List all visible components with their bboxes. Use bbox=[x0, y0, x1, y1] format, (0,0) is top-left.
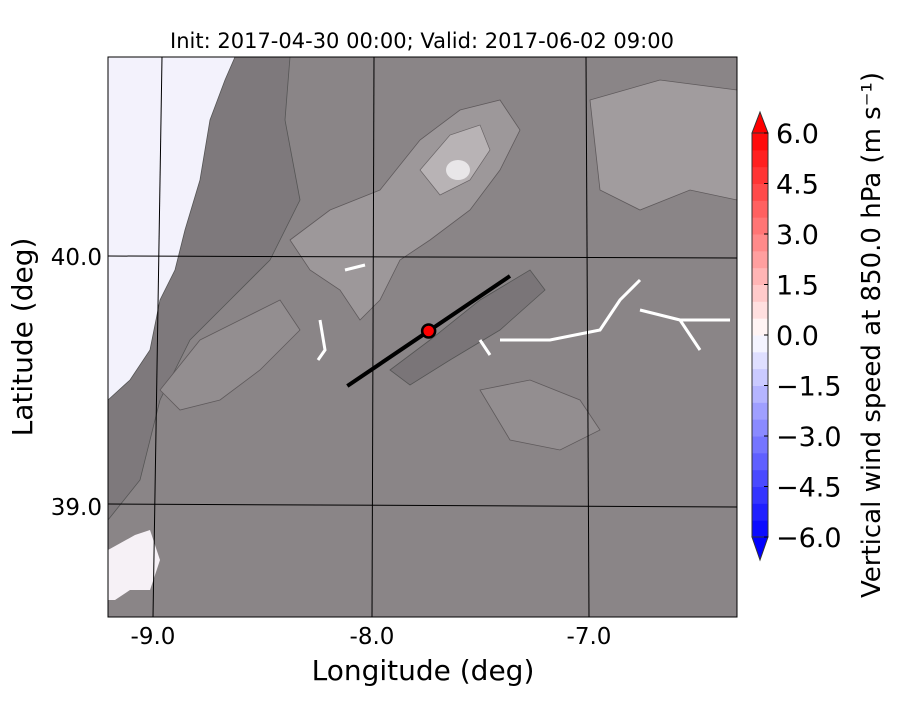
colorbar-level bbox=[752, 486, 768, 504]
colorbar-tick-label: 6.0 bbox=[776, 119, 819, 150]
graticule bbox=[108, 57, 737, 617]
x-axis-label: Longitude (deg) bbox=[312, 654, 535, 687]
gridline-lat-40 bbox=[108, 255, 737, 259]
colorbar-level bbox=[752, 385, 768, 403]
location-marker bbox=[420, 323, 437, 339]
colorbar-level bbox=[752, 284, 768, 302]
colorbar-level bbox=[752, 452, 768, 471]
colorbar-level bbox=[752, 520, 768, 538]
colorbar-extend-max bbox=[751, 110, 769, 134]
colorbar-tick-label: 0.0 bbox=[776, 321, 819, 352]
colorbar bbox=[751, 110, 769, 562]
colorbar-level bbox=[752, 436, 768, 454]
terrain-southeast-hills bbox=[479, 379, 601, 451]
plot-title: Init: 2017-04-30 00:00; Valid: 2017-06-0… bbox=[170, 29, 674, 53]
coast-area bbox=[108, 530, 160, 600]
x-tick-label: -7.0 bbox=[567, 624, 612, 650]
colorbar-level bbox=[752, 351, 768, 370]
ocean-area bbox=[108, 57, 235, 400]
colorbar-level bbox=[752, 217, 768, 235]
gridline-lon--7 bbox=[585, 57, 590, 617]
x-tick-label: -9.0 bbox=[131, 624, 176, 650]
colorbar-level bbox=[752, 368, 768, 386]
colorbar-tick-label: −4.5 bbox=[776, 473, 842, 504]
map-area bbox=[108, 57, 737, 617]
reservoir bbox=[316, 263, 366, 361]
y-tick-label: 39.0 bbox=[51, 495, 102, 521]
river bbox=[478, 278, 730, 356]
gridline-lon--9 bbox=[152, 57, 163, 617]
colorbar-level bbox=[752, 183, 768, 201]
colorbar-level bbox=[752, 318, 768, 336]
colorbar-level bbox=[752, 200, 768, 218]
colorbar-level bbox=[752, 149, 768, 168]
colorbar-level bbox=[752, 301, 768, 319]
colorbar-level bbox=[752, 267, 768, 285]
colorbar-tick-label: 4.5 bbox=[776, 170, 819, 201]
gridline-lat-39 bbox=[108, 503, 737, 508]
y-tick-label: 40.0 bbox=[51, 245, 102, 271]
colorbar-tick-label: 1.5 bbox=[776, 271, 819, 302]
terrain-northeast bbox=[589, 79, 737, 211]
x-tick-label: -8.0 bbox=[350, 624, 395, 650]
terrain-peak bbox=[446, 160, 470, 180]
colorbar-tick-label: −1.5 bbox=[776, 372, 842, 403]
colorbar-level bbox=[752, 402, 768, 420]
colorbar-level bbox=[752, 335, 768, 353]
colorbar-tick-label: 3.0 bbox=[776, 220, 819, 251]
terrain-valley bbox=[389, 269, 546, 386]
x-tick-labels: -9.0 -8.0 -7.0 bbox=[131, 624, 612, 650]
colorbar-level bbox=[752, 133, 768, 151]
gridline-lon--8 bbox=[371, 57, 375, 617]
colorbar-level bbox=[752, 503, 768, 521]
y-tick-labels: 40.0 39.0 bbox=[51, 245, 102, 521]
terrain-ridge-high bbox=[419, 124, 491, 196]
y-axis-label: Latitude (deg) bbox=[6, 238, 39, 437]
colorbar-label: Vertical wind speed at 850.0 hPa (m s⁻¹) bbox=[857, 72, 887, 598]
terrain-west-hills bbox=[159, 299, 301, 411]
colorbar-level bbox=[752, 234, 768, 252]
colorbar-level bbox=[752, 166, 768, 184]
colorbar-tick-label: −3.0 bbox=[776, 422, 842, 453]
map-frame bbox=[107, 56, 738, 618]
colorbar-tick-label: −6.0 bbox=[776, 523, 842, 554]
colorbar-level bbox=[752, 419, 768, 437]
colorbar-level bbox=[752, 250, 768, 269]
colorbar-extend-min bbox=[751, 536, 769, 562]
colorbar-level bbox=[752, 469, 768, 487]
colorbar-tick-labels: 6.0 4.5 3.0 1.5 0.0 −1.5 −3.0 −4.5 −6.0 bbox=[764, 119, 842, 554]
